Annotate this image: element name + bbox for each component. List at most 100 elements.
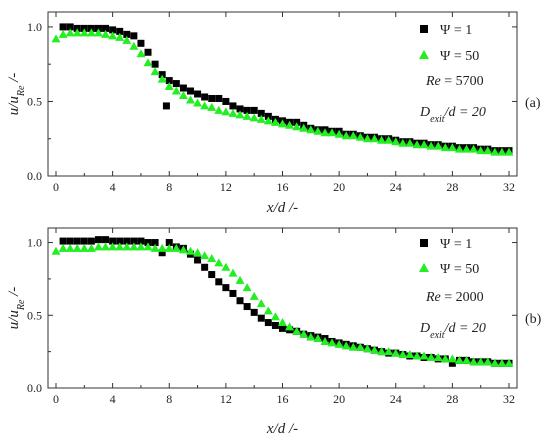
data-point-square [257,109,265,117]
data-point-triangle [370,134,380,143]
data-point-triangle [419,140,429,149]
data-point-triangle [108,31,118,40]
y-axis-label-part: u/u [6,96,22,115]
data-point-triangle [320,128,330,137]
plot-frame [47,227,518,389]
data-point-square [236,105,244,113]
data-point-square [66,237,74,245]
data-point-triangle [185,95,195,104]
legend-marker-square [420,25,428,33]
data-point-triangle [377,347,387,356]
data-point-square [59,237,67,245]
data-point-square [151,60,159,68]
data-point-triangle [122,242,132,251]
y-tick-label: 0.0 [27,169,42,183]
data-point-triangle [136,242,146,251]
data-point-square [162,102,170,110]
data-point-triangle [391,137,401,146]
x-axis-label: x/d /- [266,421,298,437]
dexit-annotation-part: D [419,321,430,336]
data-point-square [201,93,209,101]
data-point-triangle [355,342,365,351]
data-point-triangle [79,243,89,252]
data-point-triangle [398,350,408,359]
y-axis-label-part: /- [6,73,22,86]
data-point-square [158,249,166,257]
data-point-triangle [384,135,394,144]
data-point-square [102,236,110,244]
data-point-square [87,237,95,245]
data-point-triangle [426,141,436,150]
data-point-triangle [454,355,464,364]
data-point-triangle [263,306,273,315]
data-point-triangle [93,242,103,251]
data-point-triangle [398,138,408,147]
re-symbol: Re [425,74,441,89]
data-point-triangle [412,351,422,360]
data-point-square [109,26,117,34]
dexit-annotation: Dexit/d = 20 [419,105,486,125]
data-point-triangle [101,242,111,251]
data-point-triangle [278,318,287,327]
data-point-triangle [136,49,146,58]
data-point-square [208,271,216,279]
data-point-square [73,237,81,245]
data-point-triangle [419,351,429,360]
data-point-triangle [185,246,195,255]
data-point-triangle [320,336,330,345]
series-psi-50 [51,28,514,156]
data-point-square [102,24,110,32]
data-point-triangle [235,275,245,284]
dexit-annotation-part: /d = 20 [444,105,486,120]
data-point-triangle [362,134,372,143]
data-point-square [222,97,230,105]
x-tick-label: 28 [446,392,458,406]
dexit-annotation-part: /d = 20 [444,321,486,336]
data-point-square [229,102,237,110]
x-tick-label: 20 [333,180,345,194]
data-point-triangle [469,357,479,366]
data-point-square [243,106,251,114]
data-point-triangle [65,243,75,252]
data-point-triangle [143,242,153,251]
data-point-triangle [115,32,125,41]
data-point-triangle [150,67,160,76]
data-point-square [179,84,187,92]
x-tick-label: 4 [110,392,116,406]
re-value: = 5700 [441,74,484,89]
chart-panel-a: 0 4 8 12 16 20 24 28 320.00.51.0x/d /-u/uRe /-Ψ … [6,11,541,216]
x-tick-label: 24 [390,180,402,194]
legend-label: Ψ = 50 [440,49,479,64]
re-symbol: Re [425,290,441,305]
data-point-triangle [171,243,181,252]
data-point-triangle [178,90,188,99]
y-axis-label-part: /- [6,287,22,300]
data-point-triangle [143,58,153,67]
data-point-triangle [440,354,450,363]
data-point-triangle [214,105,224,114]
data-point-triangle [327,338,337,347]
data-point-triangle [207,254,217,263]
data-point-triangle [150,243,160,252]
y-tick-label: 1.0 [27,20,42,34]
data-point-triangle [256,299,266,308]
data-point-triangle [193,98,203,107]
data-point-square [186,87,194,95]
x-tick-label: 28 [446,180,458,194]
data-point-triangle [285,322,295,331]
data-point-triangle [355,132,365,141]
data-point-triangle [341,131,351,140]
data-point-triangle [214,258,224,267]
data-point-triangle [447,354,457,363]
data-point-triangle [412,140,422,149]
legend-marker-triangle [419,263,429,272]
x-tick-label: 12 [220,180,232,194]
x-tick-label: 32 [503,180,515,194]
y-tick-label: 1.0 [27,236,42,250]
data-point-triangle [207,102,217,111]
data-point-square [243,303,251,311]
data-point-square [279,324,286,332]
data-point-square [144,48,152,56]
legend-label: Ψ = 1 [440,237,472,252]
data-point-triangle [370,345,380,354]
